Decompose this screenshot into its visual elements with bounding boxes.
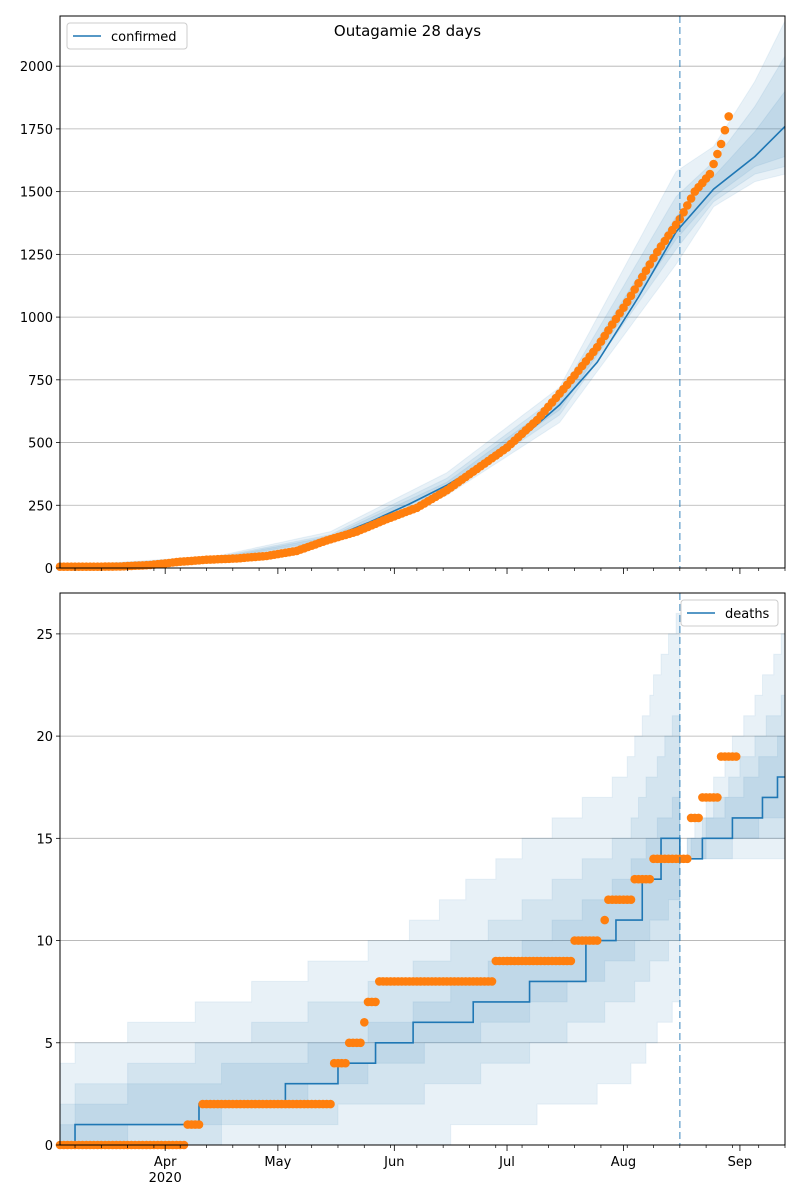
- x-tick-label: Jul: [498, 1155, 515, 1170]
- y-tick-label: 5: [45, 1037, 53, 1052]
- data-point: [679, 208, 688, 217]
- x-tick-label: May: [264, 1155, 291, 1170]
- y-tick-label: 250: [28, 499, 53, 514]
- y-tick-label: 10: [36, 935, 53, 950]
- grid-lines: [60, 65, 785, 506]
- data-point: [731, 752, 741, 761]
- data-point: [356, 1038, 365, 1048]
- uncertainty-band-2: [59, 54, 786, 568]
- data-point: [341, 1058, 350, 1068]
- x-tick-sublabel: 2020: [149, 1171, 182, 1186]
- y-axis: 0 250 500 750 1000 1250 1500 1750 2000: [20, 60, 60, 577]
- x-tick-label: Sep: [728, 1155, 753, 1170]
- y-tick-label: 1250: [20, 248, 53, 263]
- data-point: [626, 291, 636, 301]
- data-point: [360, 1018, 369, 1027]
- y-tick-label: 1000: [20, 311, 53, 326]
- data-point: [194, 1120, 204, 1129]
- legend-label: confirmed: [111, 30, 177, 45]
- data-point: [371, 997, 380, 1007]
- series-line-deaths: [60, 776, 785, 1146]
- y-tick-label: 0: [45, 562, 53, 577]
- x-tick-label: Apr: [154, 1155, 177, 1170]
- data-point: [487, 977, 497, 986]
- data-point: [649, 253, 658, 263]
- data-point: [694, 813, 703, 823]
- data-point: [592, 936, 602, 945]
- y-tick-label: 15: [36, 832, 53, 847]
- observed-points: [55, 752, 741, 1150]
- confirmed-panel: 0 250 500 750 1000 1250 1500 1750 2000 Outagamie …: [20, 15, 786, 577]
- x-tick-label: Aug: [611, 1155, 636, 1170]
- data-point: [705, 169, 715, 179]
- data-point: [720, 125, 730, 135]
- data-point: [645, 874, 655, 884]
- data-point: [641, 266, 651, 276]
- data-point: [326, 1099, 335, 1109]
- y-tick-label: 2000: [20, 60, 53, 75]
- y-axis: 0 5 10 15 20 25: [36, 628, 60, 1154]
- chart-title: Outagamie 28 days: [334, 22, 481, 40]
- data-point: [713, 793, 722, 802]
- uncertainty-bands: [59, 20, 786, 568]
- plot-frame: [59, 592, 786, 1146]
- uncertainty-band-1: [59, 20, 786, 568]
- data-point: [630, 285, 639, 294]
- y-tick-label: 1750: [20, 123, 53, 138]
- data-point: [713, 149, 722, 159]
- data-point: [683, 201, 692, 210]
- data-point: [638, 272, 647, 282]
- plot-frame: [59, 15, 786, 569]
- data-point: [626, 895, 636, 904]
- legend-box: [680, 599, 779, 627]
- legend-label: deaths: [725, 607, 770, 622]
- data-point: [645, 260, 655, 269]
- data-point: [683, 854, 692, 864]
- uncertainty-band-3: [59, 89, 786, 568]
- x-axis: [74, 568, 786, 574]
- y-tick-label: 20: [36, 730, 53, 745]
- data-point: [634, 278, 643, 288]
- uncertainty-bands: [59, 612, 786, 1146]
- y-tick-label: 1500: [20, 186, 53, 201]
- data-point: [622, 297, 632, 307]
- y-tick-label: 0: [45, 1139, 53, 1154]
- y-tick-label: 500: [28, 437, 53, 452]
- y-tick-label: 750: [28, 374, 53, 389]
- observed-points: [55, 112, 733, 571]
- data-point: [709, 159, 718, 169]
- legend: confirmed: [66, 22, 188, 50]
- y-tick-label: 25: [36, 628, 53, 643]
- data-point: [716, 139, 726, 149]
- data-point: [566, 956, 576, 966]
- legend-box: [66, 22, 188, 50]
- x-tick-label: Jun: [383, 1155, 404, 1170]
- data-point: [600, 915, 609, 925]
- data-point: [724, 112, 733, 121]
- data-point: [686, 194, 696, 203]
- legend: deaths: [680, 599, 779, 627]
